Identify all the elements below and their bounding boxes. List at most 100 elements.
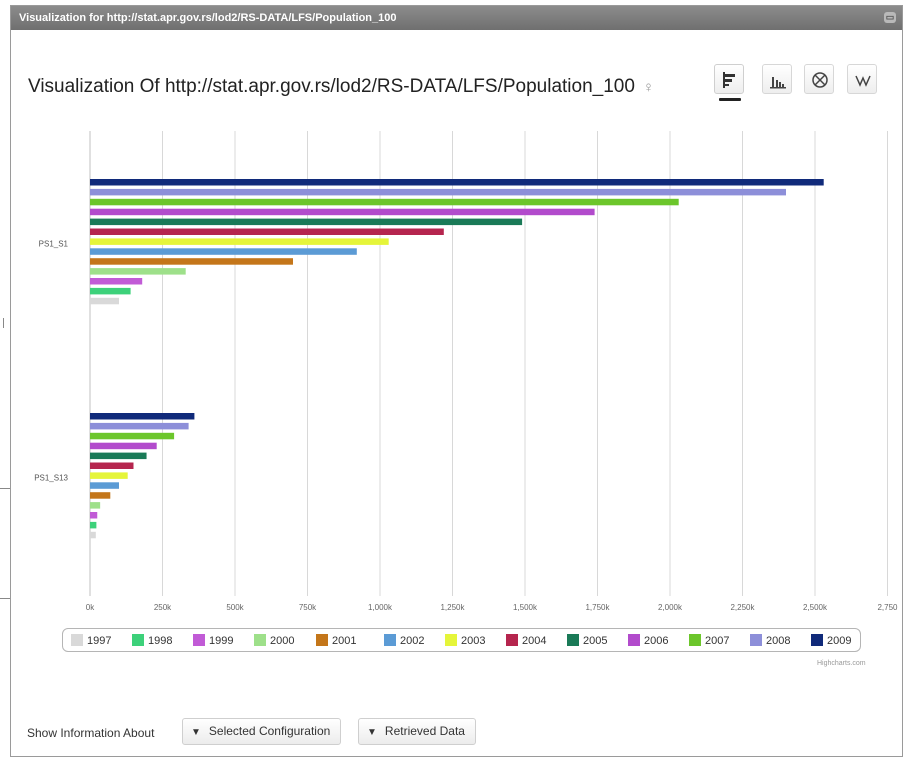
legend-label: 2008 (766, 635, 791, 647)
legend-label: 2009 (827, 635, 852, 647)
bar[interactable] (90, 472, 128, 479)
bar[interactable] (90, 422, 189, 430)
bar[interactable] (90, 521, 97, 529)
legend-swatch (316, 634, 328, 646)
x-tick-label: 750k (299, 603, 317, 612)
bar[interactable] (90, 188, 786, 196)
lightbulb-icon[interactable]: ♀ (642, 79, 655, 96)
line-chart-button[interactable] (847, 64, 877, 94)
legend-label: 1997 (87, 635, 112, 647)
horizontal-bar-chart-button[interactable] (714, 64, 744, 94)
bar[interactable] (90, 492, 111, 499)
bar[interactable] (90, 413, 195, 420)
chart-legend: 1997 1998 1999 2000 2001 2002 2003 2004 2005 2006… (62, 628, 861, 652)
page-left-edge (0, 0, 8, 757)
background-rule (0, 598, 10, 599)
bar[interactable] (90, 442, 157, 450)
x-tick-label: 1,500k (513, 603, 538, 612)
chart-credits[interactable]: Highcharts.com (817, 660, 866, 667)
legend-label: 1998 (148, 635, 173, 647)
legend-swatch (628, 634, 640, 646)
bar[interactable] (90, 238, 389, 245)
bar[interactable] (90, 248, 357, 255)
bar[interactable] (90, 258, 293, 265)
x-tick-label: 2,750 (877, 603, 898, 612)
bar[interactable] (90, 297, 119, 305)
bar[interactable] (90, 278, 143, 285)
category-label: PS1_S1 (39, 239, 69, 248)
x-tick-label: 500k (226, 603, 244, 612)
x-tick-label: 0k (86, 603, 95, 612)
legend-item[interactable]: 2008 (750, 634, 790, 648)
legend-label: 2000 (270, 635, 295, 647)
pie-chart-button[interactable] (804, 64, 834, 94)
close-icon[interactable]: ▭ (884, 12, 896, 23)
page-title-text: Visualization Of http://stat.apr.gov.rs/… (28, 76, 635, 97)
bar[interactable] (90, 268, 186, 275)
info-label: Show Information About (27, 726, 155, 740)
bar[interactable] (90, 432, 175, 440)
legend-item[interactable]: 1998 (132, 634, 172, 648)
active-chart-indicator (719, 98, 741, 101)
legend-item[interactable]: 1997 (71, 634, 111, 648)
x-tick-label: 2,250k (730, 603, 755, 612)
column-chart-icon (770, 77, 786, 89)
legend-item[interactable]: 1999 (193, 634, 233, 648)
legend-swatch (811, 634, 823, 646)
x-tick-label: 2,000k (658, 603, 683, 612)
line-chart-icon (855, 75, 871, 87)
legend-item[interactable]: 2002 (384, 634, 424, 648)
background-rule (0, 488, 10, 489)
legend-swatch (193, 634, 205, 646)
legend-label: 1999 (209, 635, 234, 647)
selected-configuration-button[interactable]: ▼ Selected Configuration (182, 718, 342, 745)
bar[interactable] (90, 198, 679, 206)
legend-label: 2007 (705, 635, 730, 647)
bar[interactable] (90, 228, 444, 236)
bar[interactable] (90, 218, 523, 226)
legend-label: 2004 (522, 635, 547, 647)
bar[interactable] (90, 452, 147, 460)
legend-item[interactable]: 2003 (445, 634, 485, 648)
legend-label: 2002 (400, 635, 425, 647)
legend-item[interactable]: 2007 (689, 634, 729, 648)
legend-swatch (750, 634, 762, 646)
legend-label: 2005 (583, 635, 608, 647)
x-tick-label: 250k (154, 603, 172, 612)
legend-item[interactable]: 2001 (316, 634, 356, 648)
legend-item[interactable]: 2000 (254, 634, 294, 648)
background-rule (3, 318, 4, 328)
bar[interactable] (90, 502, 101, 509)
column-chart-button[interactable] (762, 64, 792, 94)
category-label: PS1_S13 (34, 473, 68, 482)
legend-swatch (506, 634, 518, 646)
retrieved-data-button[interactable]: ▼ Retrieved Data (358, 718, 476, 745)
bar[interactable] (90, 287, 131, 295)
legend-swatch (254, 634, 266, 646)
bar[interactable] (90, 462, 134, 470)
legend-swatch (71, 634, 83, 646)
bar[interactable] (90, 531, 96, 539)
bar[interactable] (90, 208, 595, 216)
horizontal-bar-icon (723, 72, 735, 88)
legend-swatch (384, 634, 396, 646)
legend-item[interactable]: 2005 (567, 634, 607, 648)
legend-swatch (567, 634, 579, 646)
visualization-dialog: Visualization for http://stat.apr.gov.rs… (10, 5, 903, 757)
legend-label: 2006 (644, 635, 669, 647)
retrieved-data-label: Retrieved Data (384, 724, 465, 738)
legend-item[interactable]: 2004 (506, 634, 546, 648)
bar[interactable] (90, 482, 119, 489)
legend-item[interactable]: 2009 (811, 634, 851, 648)
selected-configuration-label: Selected Configuration (208, 724, 331, 738)
legend-label: 2001 (332, 635, 357, 647)
pie-chart-icon (812, 72, 828, 88)
bar[interactable] (90, 179, 824, 186)
x-tick-label: 1,250k (440, 603, 465, 612)
dialog-title: Visualization for http://stat.apr.gov.rs… (19, 12, 397, 24)
x-tick-label: 1,000k (368, 603, 393, 612)
legend-swatch (445, 634, 457, 646)
legend-item[interactable]: 2006 (628, 634, 668, 648)
dialog-titlebar[interactable]: Visualization for http://stat.apr.gov.rs… (11, 6, 902, 30)
bar[interactable] (90, 512, 98, 519)
